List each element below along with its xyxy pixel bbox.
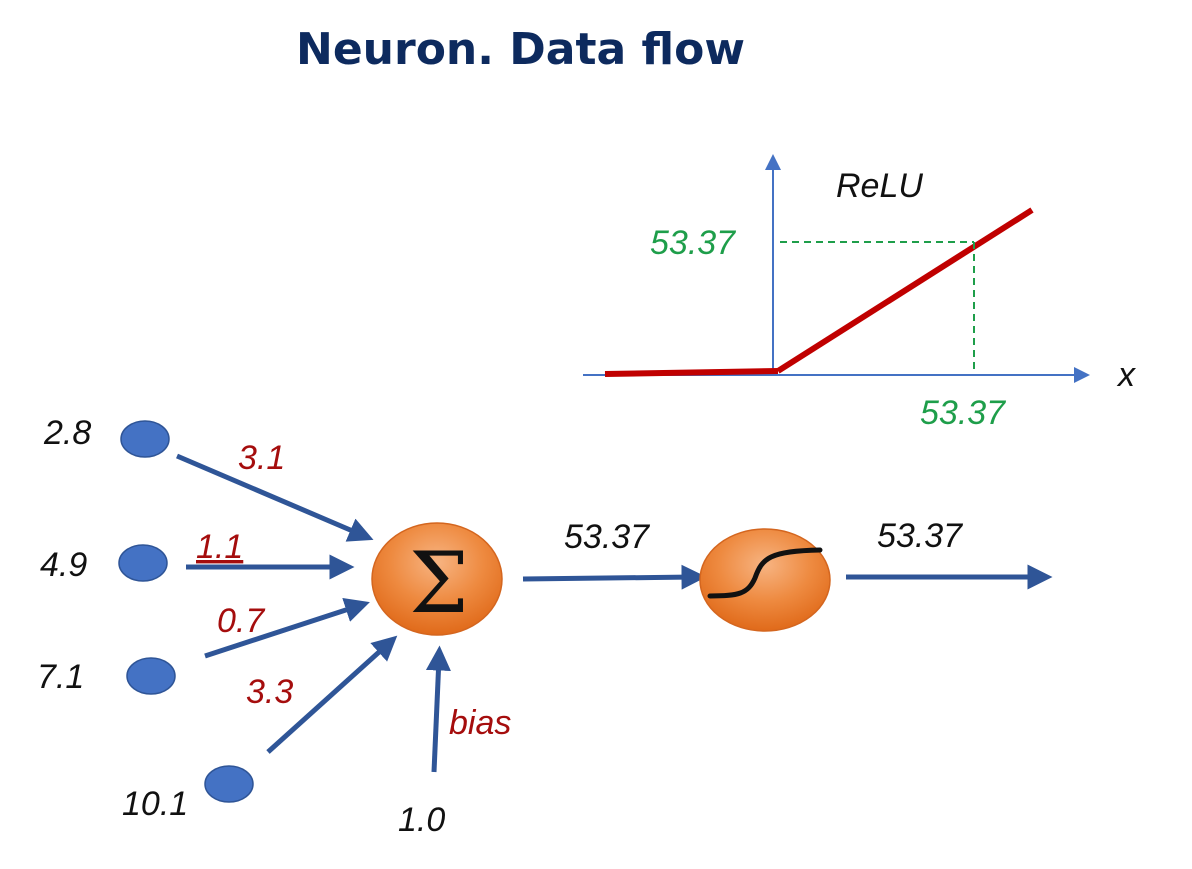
bias-value: 1.0 <box>398 801 445 839</box>
relu-x-marker-label: 53.37 <box>920 394 1006 432</box>
weighted-arrow <box>204 598 370 659</box>
sum-output-arrow <box>522 564 707 590</box>
weighted-arrow <box>176 453 374 542</box>
input-value: 7.1 <box>37 658 84 696</box>
input-node <box>126 657 176 695</box>
relu-title: ReLU <box>836 167 923 205</box>
relu-positive-segment <box>776 207 1034 374</box>
bias-arrow <box>425 645 451 773</box>
sigma-icon: Σ <box>409 534 468 632</box>
activation-curve-icon <box>707 547 823 599</box>
bias-label: bias <box>449 704 511 742</box>
input-value: 4.9 <box>40 546 87 584</box>
sum-output-value: 53.37 <box>564 518 650 556</box>
activation-node-circle <box>699 528 831 632</box>
sum-node-circle <box>371 522 503 636</box>
relu-x-axis-label: x <box>1116 356 1136 394</box>
input-value: 10.1 <box>122 785 188 823</box>
activation-node <box>699 528 831 632</box>
input-node <box>118 544 168 582</box>
relu-negative-segment <box>604 368 779 377</box>
input-value: 2.8 <box>43 414 91 452</box>
relu-plot: ReLU x 53.37 53.37 <box>583 154 1136 432</box>
relu-y-marker-label: 53.37 <box>650 224 736 262</box>
activation-output-value: 53.37 <box>877 517 963 555</box>
weights: 3.1 1.1 0.7 3.3 <box>196 439 293 711</box>
weight-label: 3.3 <box>246 673 293 711</box>
page-title: Neuron. Data flow <box>296 24 746 75</box>
weight-label: 1.1 <box>196 528 243 566</box>
input-node <box>120 420 170 458</box>
weight-label: 3.1 <box>238 439 285 477</box>
weight-label: 0.7 <box>217 602 265 640</box>
sum-node: Σ <box>371 522 503 636</box>
input-arrows <box>176 453 451 773</box>
weighted-arrow <box>266 635 398 754</box>
input-nodes <box>118 420 254 803</box>
input-node <box>204 765 254 803</box>
input-values: 2.8 4.9 7.1 10.1 <box>37 414 188 823</box>
